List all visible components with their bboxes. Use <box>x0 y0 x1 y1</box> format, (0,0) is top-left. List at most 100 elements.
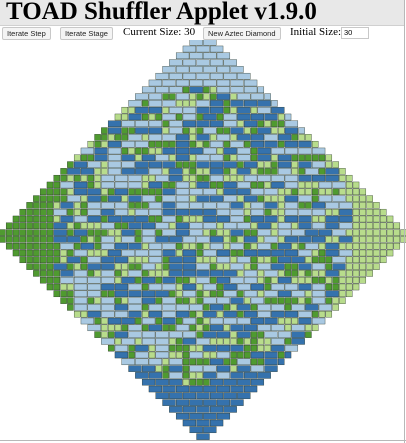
domino-east <box>325 188 333 196</box>
domino-east <box>311 270 319 277</box>
domino-south <box>155 392 169 400</box>
domino-west <box>39 276 47 284</box>
domino-east <box>101 188 108 196</box>
domino-west <box>60 168 67 175</box>
domino-east <box>189 344 197 352</box>
domino-east <box>114 113 122 121</box>
domino-east <box>230 365 237 372</box>
domino-west <box>250 127 258 134</box>
domino-east <box>318 215 326 223</box>
domino-west <box>264 168 271 175</box>
domino-east <box>311 181 319 189</box>
domino-east <box>386 236 394 243</box>
domino-west <box>216 181 224 189</box>
domino-east <box>80 174 88 182</box>
new-aztec-diamond-button[interactable]: New Aztec Diamond <box>203 27 281 40</box>
domino-south <box>128 222 142 230</box>
domino-east <box>230 256 237 264</box>
domino-south <box>114 290 129 298</box>
domino-west <box>162 120 169 128</box>
domino-south <box>271 106 285 114</box>
domino-south <box>243 100 258 107</box>
domino-east <box>257 338 265 345</box>
domino-east <box>189 100 197 107</box>
domino-east <box>223 236 231 243</box>
domino-west <box>250 331 258 338</box>
domino-west <box>39 270 47 277</box>
domino-east <box>182 378 190 386</box>
domino-south <box>243 310 258 318</box>
domino-east <box>162 270 169 277</box>
current-size-label: Current Size: 30 <box>123 26 196 38</box>
domino-south <box>203 215 217 223</box>
domino-south <box>175 385 190 393</box>
domino-east <box>332 236 339 243</box>
domino-east <box>87 222 95 230</box>
domino-south <box>121 317 135 325</box>
domino-west <box>5 229 13 236</box>
domino-north <box>162 134 176 141</box>
domino-north <box>169 331 183 338</box>
domino-east <box>257 344 265 352</box>
domino-east <box>80 310 88 318</box>
domino-west <box>19 236 27 243</box>
domino-east <box>196 168 203 175</box>
domino-west <box>291 134 299 141</box>
domino-east <box>345 188 353 196</box>
domino-south <box>101 208 115 216</box>
domino-east <box>277 317 285 325</box>
domino-west <box>141 304 149 311</box>
iterate-step-button[interactable]: Iterate Step <box>2 27 51 40</box>
domino-east <box>318 242 326 250</box>
domino-north <box>223 222 237 230</box>
domino-east <box>277 208 285 216</box>
domino-east <box>305 290 312 298</box>
domino-south <box>60 215 74 223</box>
domino-east <box>148 174 156 182</box>
domino-north <box>237 317 251 325</box>
domino-east <box>339 276 346 284</box>
domino-west <box>33 236 40 243</box>
domino-north <box>264 93 271 100</box>
domino-north <box>80 317 95 325</box>
domino-south <box>101 283 115 291</box>
domino-north <box>209 59 224 66</box>
domino-east <box>379 229 387 236</box>
domino-east <box>189 127 197 134</box>
initial-size-input[interactable]: 30 <box>341 27 369 39</box>
domino-east <box>128 208 135 216</box>
domino-west <box>80 256 88 264</box>
domino-west <box>203 86 210 94</box>
domino-west <box>39 202 47 209</box>
domino-north <box>162 283 176 291</box>
domino-west <box>169 344 176 352</box>
domino-south <box>243 120 258 128</box>
domino-east <box>216 338 224 345</box>
domino-north <box>135 249 149 257</box>
domino-south <box>284 127 299 134</box>
domino-west <box>155 113 163 121</box>
domino-north <box>121 358 135 366</box>
domino-east <box>162 358 169 366</box>
domino-south <box>148 385 163 393</box>
domino-west <box>209 263 217 270</box>
domino-north <box>128 304 142 311</box>
iterate-stage-button[interactable]: Iterate Stage <box>60 27 113 40</box>
domino-north <box>128 324 142 332</box>
domino-west <box>26 222 33 230</box>
domino-west <box>46 181 54 189</box>
domino-south <box>250 351 265 359</box>
domino-east <box>257 236 265 243</box>
domino-north <box>73 270 88 277</box>
domino-east <box>223 229 231 236</box>
domino-south <box>223 378 237 386</box>
domino-north <box>298 127 305 134</box>
domino-north <box>169 106 183 114</box>
domino-west <box>80 208 88 216</box>
domino-south <box>230 399 244 406</box>
domino-south <box>250 215 265 223</box>
domino-east <box>189 195 197 202</box>
domino-south <box>128 310 142 318</box>
domino-south <box>230 127 244 134</box>
domino-east <box>352 263 360 270</box>
